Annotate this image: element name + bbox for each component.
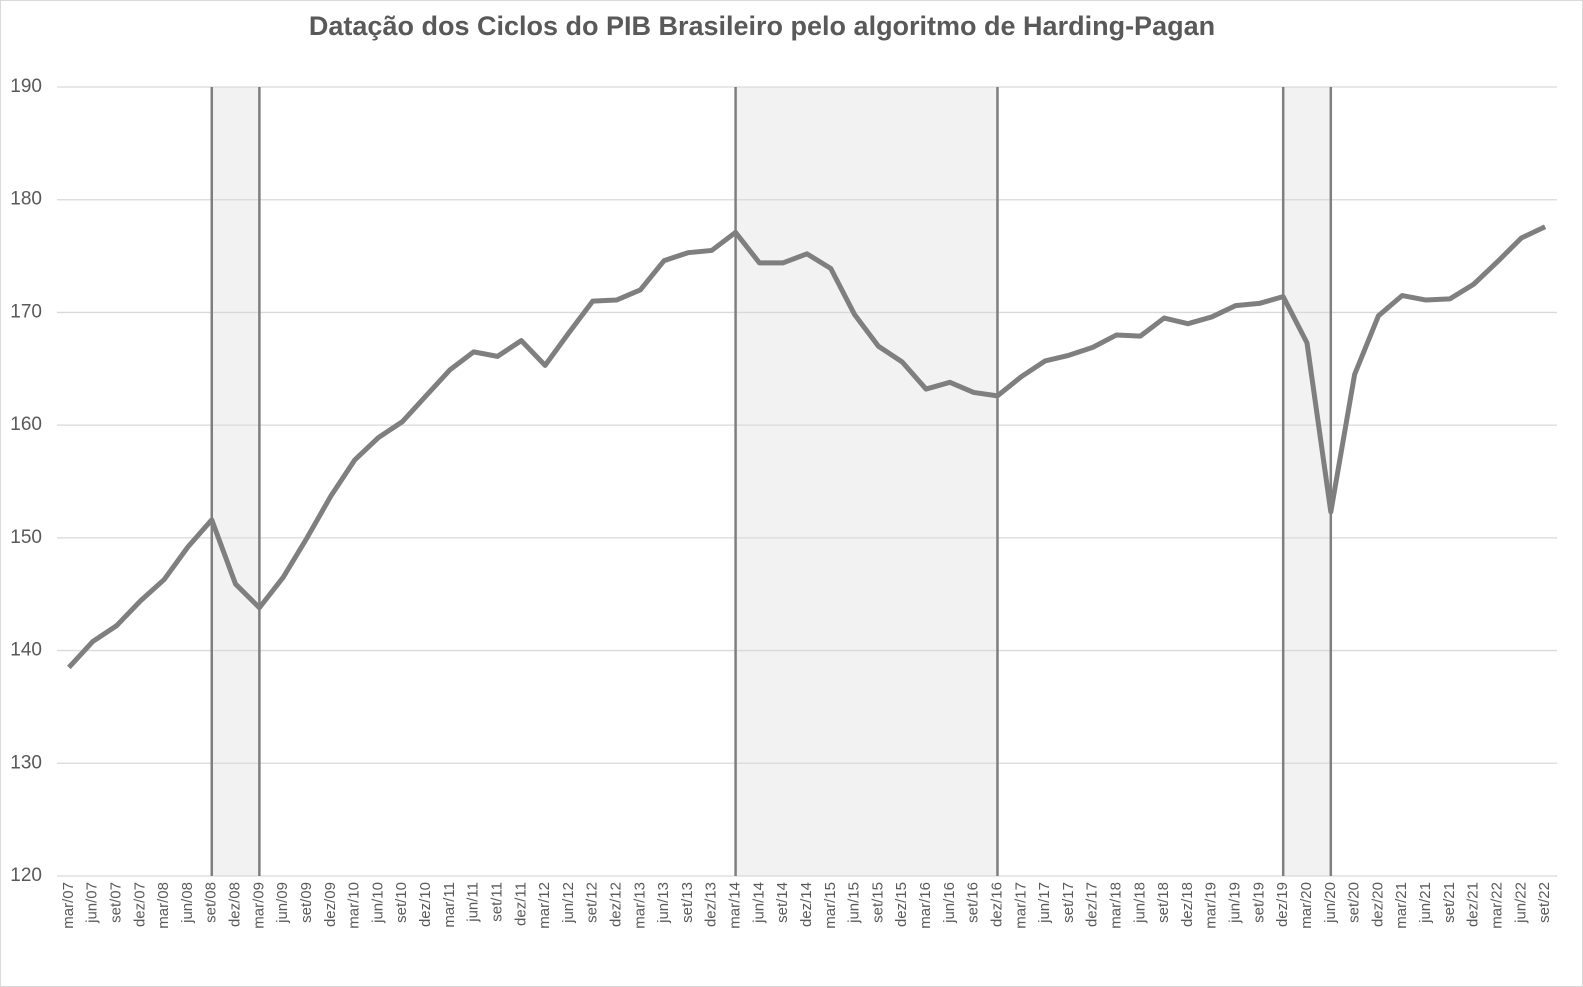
x-tick-label: set/21 bbox=[1441, 882, 1458, 923]
x-tick-label: dez/11 bbox=[512, 882, 529, 926]
x-tick-label: jun/10 bbox=[369, 882, 386, 924]
x-tick-label: set/15 bbox=[869, 882, 886, 923]
x-tick-label: set/14 bbox=[774, 882, 791, 923]
x-tick-label: set/22 bbox=[1536, 882, 1553, 923]
x-tick-label: mar/12 bbox=[536, 882, 553, 929]
y-tick-label: 180 bbox=[10, 189, 42, 210]
x-tick-label: jun/18 bbox=[1131, 882, 1148, 924]
x-tick-label: set/19 bbox=[1250, 882, 1267, 923]
x-tick-label: jun/11 bbox=[465, 882, 482, 923]
x-tick-label: jun/13 bbox=[655, 882, 672, 924]
x-tick-label: mar/18 bbox=[1107, 882, 1124, 929]
x-tick-label: jun/15 bbox=[846, 882, 863, 924]
recession-band bbox=[1283, 87, 1331, 876]
x-tick-label: jun/21 bbox=[1417, 882, 1434, 924]
x-tick-label: dez/20 bbox=[1369, 882, 1386, 927]
x-tick-label: mar/16 bbox=[917, 882, 934, 929]
x-tick-label: set/12 bbox=[584, 882, 601, 923]
x-tick-label: jun/09 bbox=[274, 882, 291, 924]
x-tick-label: dez/10 bbox=[417, 882, 434, 927]
x-tick-label: jun/12 bbox=[560, 882, 577, 924]
x-tick-label: dez/15 bbox=[893, 882, 910, 927]
chart-title: Datação dos Ciclos do PIB Brasileiro pel… bbox=[309, 11, 1215, 41]
y-tick-label: 130 bbox=[10, 752, 42, 773]
x-tick-label: mar/17 bbox=[1012, 882, 1029, 929]
gdp-line bbox=[67, 224, 1547, 670]
x-tick-label: mar/20 bbox=[1298, 882, 1315, 929]
x-tick-label: dez/16 bbox=[988, 882, 1005, 927]
x-tick-label: dez/09 bbox=[322, 882, 339, 927]
x-tick-label: set/11 bbox=[488, 882, 505, 922]
x-tick-label: mar/21 bbox=[1393, 882, 1410, 929]
x-tick-label: set/07 bbox=[107, 882, 124, 923]
x-tick-label: set/20 bbox=[1346, 882, 1363, 923]
x-tick-label: mar/10 bbox=[346, 882, 363, 929]
x-tick-label: dez/14 bbox=[798, 882, 815, 927]
x-tick-label: dez/21 bbox=[1465, 882, 1482, 927]
x-tick-label: jun/08 bbox=[179, 882, 196, 924]
y-tick-label: 150 bbox=[10, 527, 42, 548]
x-tick-label: jun/16 bbox=[941, 882, 958, 924]
x-tick-label: jun/07 bbox=[84, 882, 101, 924]
x-tick-label: jun/17 bbox=[1036, 882, 1053, 924]
x-tick-label: mar/09 bbox=[250, 882, 267, 929]
x-tick-label: mar/13 bbox=[631, 882, 648, 929]
x-tick-label: dez/07 bbox=[131, 882, 148, 927]
y-tick-label: 190 bbox=[10, 76, 42, 97]
x-tick-label: set/13 bbox=[679, 882, 696, 923]
x-tick-label: set/09 bbox=[298, 882, 315, 923]
x-tick-label: mar/11 bbox=[441, 882, 458, 928]
x-tick-label: jun/14 bbox=[750, 882, 767, 924]
x-tick-label: jun/20 bbox=[1322, 882, 1339, 924]
y-tick-label: 140 bbox=[10, 640, 42, 661]
x-tick-label: mar/08 bbox=[155, 882, 172, 929]
x-tick-label: set/18 bbox=[1155, 882, 1172, 923]
x-tick-label: set/17 bbox=[1060, 882, 1077, 923]
x-tick-label: jun/22 bbox=[1512, 882, 1529, 924]
x-tick-label: set/10 bbox=[393, 882, 410, 923]
x-tick-label: dez/12 bbox=[607, 882, 624, 927]
x-tick-label: mar/14 bbox=[727, 882, 744, 929]
y-tick-label: 120 bbox=[10, 865, 42, 886]
recession-band bbox=[211, 87, 260, 876]
x-tick-label: mar/15 bbox=[822, 882, 839, 929]
y-tick-label: 170 bbox=[10, 301, 42, 322]
y-tick-label: 160 bbox=[10, 414, 42, 435]
x-tick-label: dez/08 bbox=[227, 882, 244, 927]
x-tick-label: set/08 bbox=[203, 882, 220, 923]
x-tick-label: dez/13 bbox=[703, 882, 720, 927]
recession-band bbox=[735, 87, 998, 876]
x-tick-label: mar/19 bbox=[1203, 882, 1220, 929]
x-tick-label: mar/07 bbox=[60, 882, 77, 929]
x-tick-label: set/16 bbox=[965, 882, 982, 923]
x-tick-label: dez/19 bbox=[1274, 882, 1291, 927]
x-tick-label: dez/17 bbox=[1084, 882, 1101, 927]
x-tick-label: mar/22 bbox=[1488, 882, 1505, 929]
x-tick-label: dez/18 bbox=[1179, 882, 1196, 927]
x-tick-label: jun/19 bbox=[1227, 882, 1244, 924]
